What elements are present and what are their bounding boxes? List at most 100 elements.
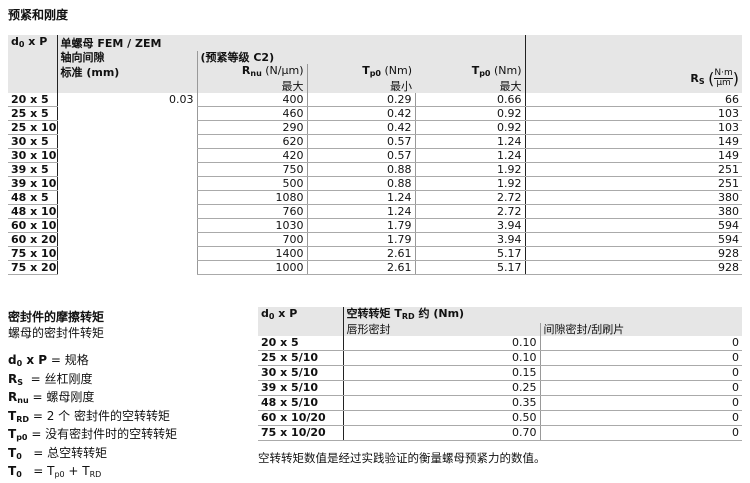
header-rs: RS (N·m μm) bbox=[524, 64, 742, 93]
size-cell: 30 x 5/10 bbox=[258, 365, 344, 381]
gap-seal-cell: 0 bbox=[539, 380, 742, 396]
clearance-cell bbox=[57, 233, 197, 247]
tp0-max-cell: 2.72 bbox=[414, 190, 526, 205]
legend-subheading: 螺母的密封件转矩 bbox=[8, 325, 105, 340]
tp0-min-cell: 0.88 bbox=[306, 176, 416, 191]
size-cell: 25 x 5/10 bbox=[258, 350, 344, 366]
tp0-min-cell: 0.29 bbox=[306, 93, 416, 107]
size-cell: 25 x 10 bbox=[8, 120, 58, 135]
table-row: 39 x 5/10 0.25 0 bbox=[258, 380, 742, 396]
rs-cell: 928 bbox=[524, 246, 742, 261]
tp0-min-cell: 0.57 bbox=[306, 134, 416, 149]
legend-item: Tp0 = 没有密封件时的空转转矩 bbox=[8, 427, 178, 442]
gap-seal-cell: 0 bbox=[539, 336, 742, 351]
rnu-cell: 1080 bbox=[196, 190, 307, 205]
rnu-cell: 620 bbox=[196, 134, 307, 149]
table-row: 48 x 5 1080 1.24 2.72 380 bbox=[8, 190, 742, 205]
header-tp0-max: Tp0 (Nm) bbox=[415, 64, 526, 80]
size-cell: 48 x 10 bbox=[8, 204, 58, 219]
header-tp0-min: Tp0 (Nm) bbox=[306, 64, 416, 80]
header-standard: 标准 (mm) bbox=[57, 64, 197, 80]
tp0-max-cell: 1.24 bbox=[414, 148, 526, 163]
tp0-min-cell: 1.79 bbox=[306, 232, 416, 247]
tp0-max-cell: 2.72 bbox=[414, 204, 526, 219]
header-min: 最小 bbox=[306, 80, 416, 93]
clearance-cell bbox=[57, 261, 197, 275]
tp0-min-cell: 0.88 bbox=[306, 162, 416, 177]
legend-item: T0 = Tp0 + TRD bbox=[8, 464, 102, 479]
rs-cell: 594 bbox=[524, 218, 742, 233]
gap-seal-cell: 0 bbox=[539, 425, 742, 441]
clearance-cell bbox=[57, 247, 197, 261]
tp0-max-cell: 0.92 bbox=[414, 120, 526, 135]
size-cell: 60 x 10/20 bbox=[258, 410, 344, 426]
table-row: 48 x 10 760 1.24 2.72 380 bbox=[8, 204, 742, 219]
gap-seal-cell: 0 bbox=[539, 410, 742, 426]
rs-cell: 594 bbox=[524, 232, 742, 247]
legend-item: TRD = 2 个 密封件的空转转矩 bbox=[8, 408, 170, 424]
tp0-min-cell: 0.42 bbox=[306, 120, 416, 135]
size-cell: 75 x 20 bbox=[8, 260, 58, 275]
tp0-min-cell: 0.42 bbox=[306, 106, 416, 121]
lip-seal-cell: 0.10 bbox=[343, 336, 540, 351]
header-max: 最大 bbox=[415, 80, 526, 93]
clearance-cell bbox=[57, 163, 197, 177]
tp0-max-cell: 3.94 bbox=[414, 232, 526, 247]
header-gap-seal: 间隙密封/刮刷片 bbox=[539, 323, 742, 336]
size-cell: 60 x 10 bbox=[8, 218, 58, 233]
size-cell: 39 x 5/10 bbox=[258, 380, 344, 396]
clearance-cell bbox=[57, 205, 197, 219]
legend-item: T0 = 总空转转矩 bbox=[8, 445, 108, 461]
table-row: 75 x 20 1000 2.61 5.17 928 bbox=[8, 260, 742, 275]
table-row: 60 x 10 1030 1.79 3.94 594 bbox=[8, 218, 742, 233]
tp0-max-cell: 3.94 bbox=[414, 218, 526, 233]
legend-item: RS = 丝杠刚度 bbox=[8, 371, 93, 387]
header-nut-type: 单螺母 FEM / ZEM bbox=[57, 35, 416, 51]
rnu-cell: 1030 bbox=[196, 218, 307, 233]
rnu-cell: 460 bbox=[196, 106, 307, 121]
rnu-cell: 400 bbox=[196, 93, 307, 107]
table-row: 25 x 10 290 0.42 0.92 103 bbox=[8, 120, 742, 135]
table-row: 39 x 10 500 0.88 1.92 251 bbox=[8, 176, 742, 191]
clearance-cell bbox=[57, 191, 197, 205]
rnu-cell: 760 bbox=[196, 204, 307, 219]
rnu-cell: 750 bbox=[196, 162, 307, 177]
legend: 密封件的摩擦转矩 螺母的密封件转矩 d0 x P = 规格 RS = 丝杠刚度 … bbox=[8, 310, 177, 483]
table-row: 60 x 10/20 0.50 0 bbox=[258, 410, 742, 426]
table-row: 30 x 10 420 0.57 1.24 149 bbox=[8, 148, 742, 163]
lip-seal-cell: 0.50 bbox=[343, 410, 540, 426]
table-row: 75 x 10 1400 2.61 5.17 928 bbox=[8, 246, 742, 261]
rs-cell: 251 bbox=[524, 176, 742, 191]
tp0-max-cell: 0.92 bbox=[414, 106, 526, 121]
size-cell: 48 x 5 bbox=[8, 190, 58, 205]
rs-cell: 251 bbox=[524, 162, 742, 177]
clearance-cell bbox=[57, 219, 197, 233]
lip-seal-cell: 0.15 bbox=[343, 365, 540, 381]
table-row: 30 x 5 620 0.57 1.24 149 bbox=[8, 134, 742, 149]
size-cell: 25 x 5 bbox=[8, 106, 58, 121]
table-row: 25 x 5 460 0.42 0.92 103 bbox=[8, 106, 742, 121]
clearance-cell: 0.03 bbox=[169, 93, 194, 107]
page-title: 预紧和刚度 bbox=[8, 8, 69, 22]
table-row: 60 x 20 700 1.79 3.94 594 bbox=[8, 232, 742, 247]
rs-cell: 380 bbox=[524, 204, 742, 219]
table-row: 30 x 5/10 0.15 0 bbox=[258, 365, 742, 381]
lip-seal-cell: 0.70 bbox=[343, 425, 540, 441]
size-cell: 30 x 5 bbox=[8, 134, 58, 149]
gap-seal-cell: 0 bbox=[539, 365, 742, 381]
table-row: 48 x 5/10 0.35 0 bbox=[258, 395, 742, 411]
clearance-cell bbox=[57, 177, 197, 191]
tp0-max-cell: 0.66 bbox=[414, 93, 526, 107]
lip-seal-cell: 0.35 bbox=[343, 395, 540, 411]
rs-cell: 149 bbox=[524, 148, 742, 163]
rnu-cell: 420 bbox=[196, 148, 307, 163]
size-cell: 75 x 10/20 bbox=[258, 425, 344, 441]
header-trd: 空转转矩 TRD 约 (Nm) bbox=[343, 307, 742, 323]
lip-seal-cell: 0.25 bbox=[343, 380, 540, 396]
tp0-min-cell: 0.57 bbox=[306, 148, 416, 163]
size-cell: 75 x 10 bbox=[8, 246, 58, 261]
tp0-min-cell: 1.24 bbox=[306, 204, 416, 219]
rs-cell: 103 bbox=[524, 106, 742, 121]
clearance-cell bbox=[57, 135, 197, 149]
tp0-max-cell: 1.92 bbox=[414, 162, 526, 177]
